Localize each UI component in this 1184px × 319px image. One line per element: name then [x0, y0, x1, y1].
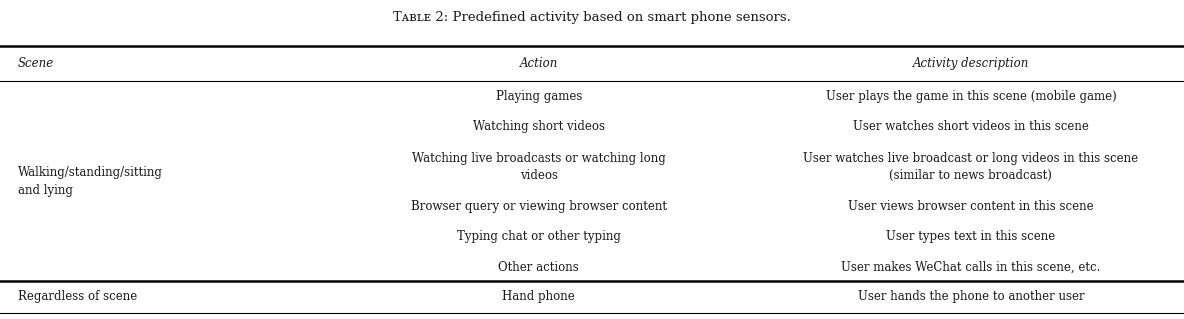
Text: User views browser content in this scene: User views browser content in this scene: [848, 200, 1094, 213]
Text: User makes WeChat calls in this scene, etc.: User makes WeChat calls in this scene, e…: [841, 261, 1101, 274]
Text: Tᴀʙʟᴇ 2: Predefined activity based on smart phone sensors.: Tᴀʙʟᴇ 2: Predefined activity based on sm…: [393, 11, 791, 24]
Text: User types text in this scene: User types text in this scene: [887, 230, 1055, 243]
Text: Activity description: Activity description: [913, 57, 1029, 70]
Text: Walking/standing/sitting
and lying: Walking/standing/sitting and lying: [18, 166, 162, 197]
Text: Regardless of scene: Regardless of scene: [18, 290, 137, 303]
Text: Watching live broadcasts or watching long
videos: Watching live broadcasts or watching lon…: [412, 152, 665, 182]
Text: User plays the game in this scene (mobile game): User plays the game in this scene (mobil…: [825, 90, 1117, 103]
Text: Other actions: Other actions: [498, 261, 579, 274]
Text: Scene: Scene: [18, 57, 54, 70]
Text: Action: Action: [520, 57, 558, 70]
Text: User hands the phone to another user: User hands the phone to another user: [857, 290, 1085, 303]
Text: Browser query or viewing browser content: Browser query or viewing browser content: [411, 200, 667, 213]
Text: Hand phone: Hand phone: [502, 290, 575, 303]
Text: Playing games: Playing games: [496, 90, 581, 103]
Text: Watching short videos: Watching short videos: [472, 120, 605, 133]
Text: User watches live broadcast or long videos in this scene
(similar to news broadc: User watches live broadcast or long vide…: [803, 152, 1139, 182]
Text: User watches short videos in this scene: User watches short videos in this scene: [852, 120, 1089, 133]
Text: Typing chat or other typing: Typing chat or other typing: [457, 230, 620, 243]
